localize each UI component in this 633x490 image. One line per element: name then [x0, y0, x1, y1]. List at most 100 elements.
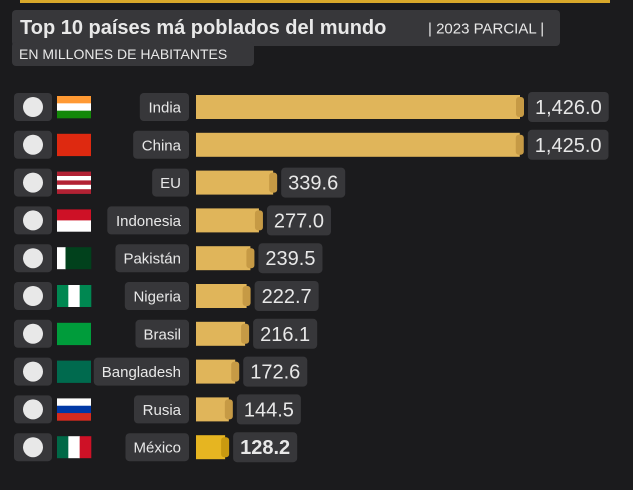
- category-label: México: [133, 440, 181, 457]
- bar: [196, 397, 233, 422]
- rank-circle: [23, 210, 43, 231]
- bar: [196, 170, 278, 195]
- bar: [196, 95, 524, 119]
- rank-circle: [23, 134, 43, 155]
- value-label-box: [233, 432, 298, 463]
- value-label-box: [236, 394, 301, 425]
- category-box: [115, 244, 189, 273]
- flag-stripe: [57, 405, 91, 414]
- title-box: [12, 10, 560, 46]
- category-label: Indonesia: [116, 213, 182, 230]
- flag-stripe: [57, 285, 69, 307]
- rank-circle: [23, 437, 43, 458]
- flag-stripe: [57, 220, 91, 232]
- rank: 7: [29, 327, 37, 343]
- flag-stripe: [82, 247, 92, 270]
- rank: 10: [25, 440, 41, 456]
- bar: [196, 435, 230, 460]
- category-label: Nigeria: [133, 289, 181, 306]
- flag-stripe: [57, 360, 91, 383]
- flag-stripe: [65, 247, 75, 270]
- category-label: Rusia: [143, 402, 182, 419]
- flag-stripe: [57, 322, 91, 346]
- rank-circle: [23, 323, 43, 344]
- value-label: 172.6: [250, 362, 300, 384]
- flag-stripe: [57, 96, 91, 104]
- flag-stripe: [57, 247, 66, 270]
- bar: [196, 359, 240, 384]
- flag-stripe: [57, 189, 91, 194]
- value-label-box: [258, 243, 323, 274]
- rank: 6: [29, 289, 37, 305]
- value-label: 216.1: [260, 324, 310, 346]
- value-label-box: [243, 356, 308, 387]
- rank-circle: [23, 172, 43, 193]
- bar: [196, 246, 255, 271]
- category-box: [133, 395, 189, 424]
- flag-stripe: [57, 176, 91, 181]
- flag-stripe: [57, 209, 91, 221]
- value-label: 239.5: [265, 248, 315, 270]
- rank-circle: [23, 361, 43, 382]
- value-label: 128.2: [240, 437, 290, 459]
- top-strip: [20, 0, 610, 3]
- rank: 5: [29, 251, 37, 267]
- rank: 8: [29, 365, 37, 381]
- category-label: EU: [160, 175, 181, 192]
- category-box: [135, 319, 189, 348]
- rank: 3: [29, 176, 37, 192]
- rank: 4: [29, 213, 37, 229]
- flag-stripe: [68, 285, 80, 307]
- flag-stripe: [57, 398, 91, 407]
- category-box: [107, 206, 189, 235]
- category-box: [152, 168, 189, 197]
- category-box: [93, 357, 189, 386]
- value-label-box: [528, 92, 609, 122]
- bar: [196, 321, 250, 346]
- value-label-box: [527, 129, 609, 160]
- value-label-box: [281, 167, 346, 198]
- value-label: 277.0: [274, 210, 324, 232]
- chart-subtitle: | 2023 PARCIAL |: [428, 21, 544, 38]
- flag-stripe: [57, 436, 69, 459]
- category-box: [133, 130, 189, 159]
- flag-stripe: [68, 436, 80, 459]
- category-label: India: [148, 100, 181, 117]
- value-label: 222.7: [262, 286, 312, 308]
- value-label-box: [253, 318, 318, 349]
- flag-stripe: [79, 285, 92, 307]
- value-label: 339.6: [288, 173, 338, 195]
- category-box: [124, 282, 189, 310]
- category-label: Bangladesh: [102, 364, 181, 381]
- rank: 2: [29, 138, 37, 154]
- flag-stripe: [57, 180, 91, 186]
- flag-stripe: [79, 436, 92, 459]
- rank-circle: [23, 399, 43, 420]
- value-label: 1,426.0: [535, 97, 602, 119]
- flag-stripe: [57, 413, 91, 421]
- chart-title: Top 10 países má poblados del mundo: [20, 17, 386, 39]
- value-label: 1,425.0: [535, 135, 602, 157]
- category-label: Brasil: [143, 326, 181, 343]
- bar: [196, 132, 524, 157]
- category-label: China: [142, 137, 182, 154]
- flag-stripe: [57, 133, 91, 157]
- value-label-box: [254, 281, 319, 311]
- unit-box: [12, 42, 254, 66]
- category-box: [139, 93, 189, 121]
- rank: 9: [29, 402, 37, 418]
- rank-circle: [23, 286, 43, 306]
- bar: [196, 284, 251, 308]
- rank-circle: [23, 248, 43, 269]
- flag-stripe: [74, 247, 83, 270]
- rank: 1: [29, 100, 37, 116]
- category-box: [125, 433, 189, 462]
- rank-circle: [23, 97, 43, 117]
- flag-stripe: [57, 184, 91, 190]
- flag-stripe: [57, 171, 91, 177]
- bar: [196, 208, 263, 233]
- value-label-box: [266, 205, 331, 236]
- unit-label: EN MILLONES DE HABITANTES: [19, 46, 227, 62]
- flag-stripe: [57, 110, 91, 119]
